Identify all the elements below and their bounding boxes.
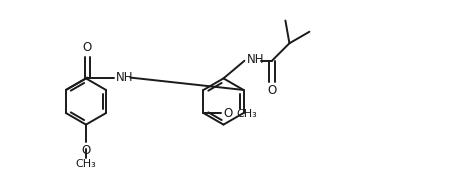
Text: O: O — [267, 84, 277, 97]
Text: O: O — [224, 107, 233, 120]
Text: NH: NH — [115, 70, 133, 84]
Text: O: O — [82, 144, 91, 157]
Text: NH: NH — [246, 53, 264, 66]
Text: CH₃: CH₃ — [236, 109, 257, 119]
Text: CH₃: CH₃ — [76, 159, 96, 169]
Text: O: O — [83, 41, 92, 55]
